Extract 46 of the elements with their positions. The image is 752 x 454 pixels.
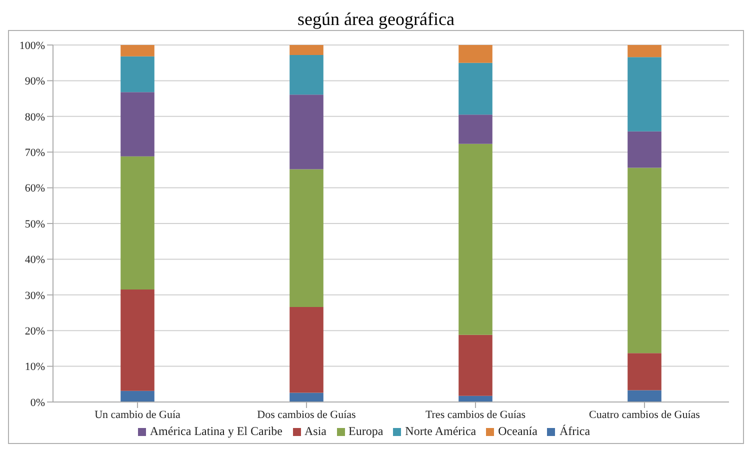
bar — [120, 45, 154, 56]
bar — [628, 45, 662, 58]
bar — [290, 169, 324, 308]
bar — [290, 307, 324, 393]
bar — [290, 94, 324, 170]
y-tick-label: 60% — [24, 182, 45, 195]
legend-label: Norte América — [405, 424, 476, 438]
y-tick-label: 100% — [19, 40, 45, 52]
x-tick-label: Dos cambios de Guías — [257, 408, 356, 421]
bar — [120, 290, 154, 391]
x-tick-label: Tres cambios de Guías — [425, 408, 526, 421]
chart-title: según área geográfica — [296, 8, 456, 30]
bar — [120, 92, 154, 156]
bar — [628, 390, 662, 402]
y-tick-label: 50% — [24, 218, 45, 230]
bar — [120, 156, 154, 290]
bar — [458, 334, 492, 396]
y-tick-label: 80% — [24, 111, 45, 124]
bar — [458, 45, 492, 63]
legend-label: América Latina y El Caribe — [150, 424, 282, 438]
bar — [458, 62, 492, 115]
bar — [290, 392, 324, 402]
y-tick-label: 0% — [30, 396, 45, 409]
bar — [120, 390, 154, 402]
legend-label: África — [559, 424, 590, 438]
bar — [628, 131, 662, 168]
y-tick-label: 40% — [24, 254, 45, 266]
x-tick-label: Un cambio de Guía — [94, 408, 181, 421]
bar — [628, 168, 662, 354]
legend-label: Asia — [304, 424, 326, 438]
bar — [458, 396, 492, 402]
legend-label: Oceanía — [498, 424, 538, 438]
y-tick-label: 30% — [24, 290, 45, 302]
x-tick-label: Cuatro cambios de Guías — [589, 408, 700, 421]
bar — [458, 114, 492, 144]
y-tick-label: 10% — [24, 361, 45, 374]
y-tick-label: 90% — [24, 76, 45, 88]
bar — [290, 54, 324, 95]
y-tick-label: 70% — [24, 147, 45, 160]
y-tick-label: 20% — [24, 326, 45, 338]
bar — [628, 57, 662, 132]
bar — [120, 56, 154, 92]
legend-label: Europa — [348, 424, 384, 438]
bar — [458, 144, 492, 335]
bar — [628, 353, 662, 390]
bar — [290, 45, 324, 55]
